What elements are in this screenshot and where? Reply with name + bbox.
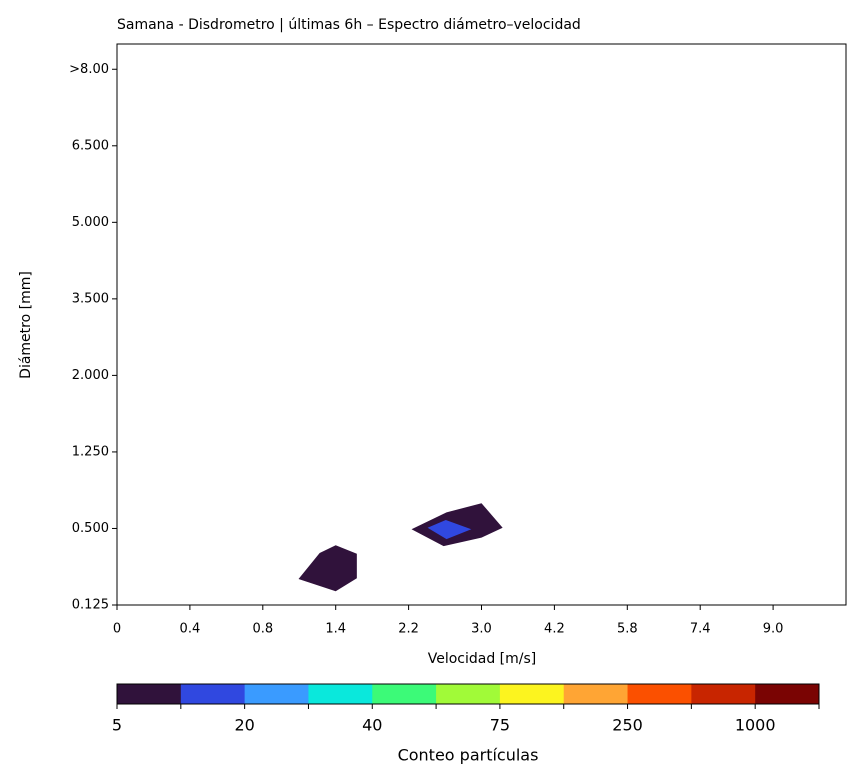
x-tick-label: 1.4 (325, 622, 346, 637)
colorbar-swatch (117, 684, 182, 704)
x-tick-label: 3.0 (471, 622, 492, 637)
colorbar-swatch (436, 684, 501, 704)
chart-title: Samana - Disdrometro | últimas 6h – Espe… (117, 17, 581, 33)
y-tick-label: 0.125 (72, 598, 109, 613)
colorbar-swatch (180, 684, 246, 704)
colorbar-tick-label: 5 (112, 716, 122, 735)
colorbar-tick-label: 250 (612, 716, 643, 735)
colorbar-swatch (244, 684, 309, 704)
y-tick-label: 1.250 (72, 444, 109, 459)
contour-region (298, 545, 357, 592)
x-axis-label: Velocidad [m/s] (428, 651, 537, 667)
contour-region (427, 520, 472, 540)
y-tick-label: 2.000 (72, 368, 109, 383)
y-tick-label: 3.500 (72, 291, 109, 306)
x-tick-label: 0.8 (252, 622, 273, 637)
colorbar-label: Conteo partículas (398, 746, 539, 765)
colorbar-tick-label: 1000 (735, 716, 776, 735)
colorbar-swatch (308, 684, 373, 704)
colorbar-tick-label: 40 (362, 716, 382, 735)
y-tick-label: 6.500 (72, 138, 109, 153)
colorbar-swatch (499, 684, 565, 704)
x-tick-label: 2.2 (398, 622, 419, 637)
y-tick-label: 0.500 (72, 521, 109, 536)
x-tick-label: 0.4 (180, 622, 201, 637)
y-axis-label: Diámetro [mm] (18, 271, 34, 379)
colorbar-swatch (691, 684, 756, 704)
x-tick-label: 0 (113, 622, 121, 637)
colorbar-frame (116, 683, 820, 705)
x-tick-label: 4.2 (544, 622, 565, 637)
x-tick-label: 5.8 (617, 622, 638, 637)
colorbar-swatch (755, 684, 820, 704)
colorbar-swatch (627, 684, 692, 704)
colorbar-swatch (372, 684, 437, 704)
x-tick-label: 9.0 (763, 622, 784, 637)
colorbar-tick-label: 20 (234, 716, 254, 735)
y-tick-label: 5.000 (72, 215, 109, 230)
y-tick-label: >8.00 (69, 62, 109, 77)
colorbar-tick-label: 75 (490, 716, 510, 735)
x-tick-label: 7.4 (690, 622, 711, 637)
colorbar-swatch (563, 684, 629, 704)
